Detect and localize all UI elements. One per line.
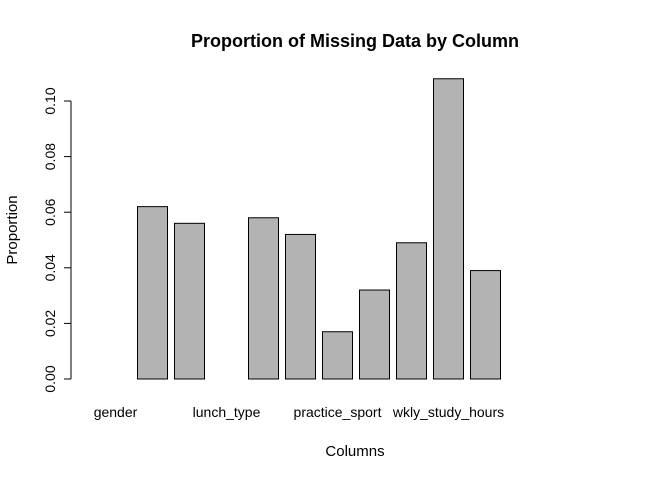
bars-group — [137, 78, 501, 380]
bar — [433, 78, 464, 380]
bar — [174, 222, 205, 380]
x-tick-label: gender — [94, 404, 138, 420]
y-tick-label: 0.00 — [42, 365, 58, 392]
y-tick-label: 0.10 — [42, 87, 58, 114]
y-axis: 0.00 0.02 0.04 0.06 0.08 0.10 — [42, 87, 72, 393]
x-tick-label: lunch_type — [193, 404, 261, 420]
chart-title: Proportion of Missing Data by Column — [191, 31, 519, 51]
x-tick-label: practice_sport — [294, 404, 382, 420]
bar — [470, 270, 501, 380]
y-tick-label: 0.04 — [42, 254, 58, 281]
bar — [248, 217, 279, 380]
bar — [322, 331, 353, 380]
y-axis-label: Proportion — [4, 195, 21, 264]
bar — [137, 206, 168, 380]
y-tick-label: 0.08 — [42, 143, 58, 170]
x-axis-label: Columns — [325, 443, 384, 460]
x-tick-label: wkly_study_hours — [392, 404, 504, 420]
y-tick-label: 0.02 — [42, 310, 58, 337]
bar — [359, 289, 390, 380]
x-tick-labels: gender lunch_type practice_sport wkly_study… — [94, 404, 504, 420]
bar — [396, 242, 427, 380]
bar — [285, 233, 316, 380]
y-tick-label: 0.06 — [42, 198, 58, 225]
